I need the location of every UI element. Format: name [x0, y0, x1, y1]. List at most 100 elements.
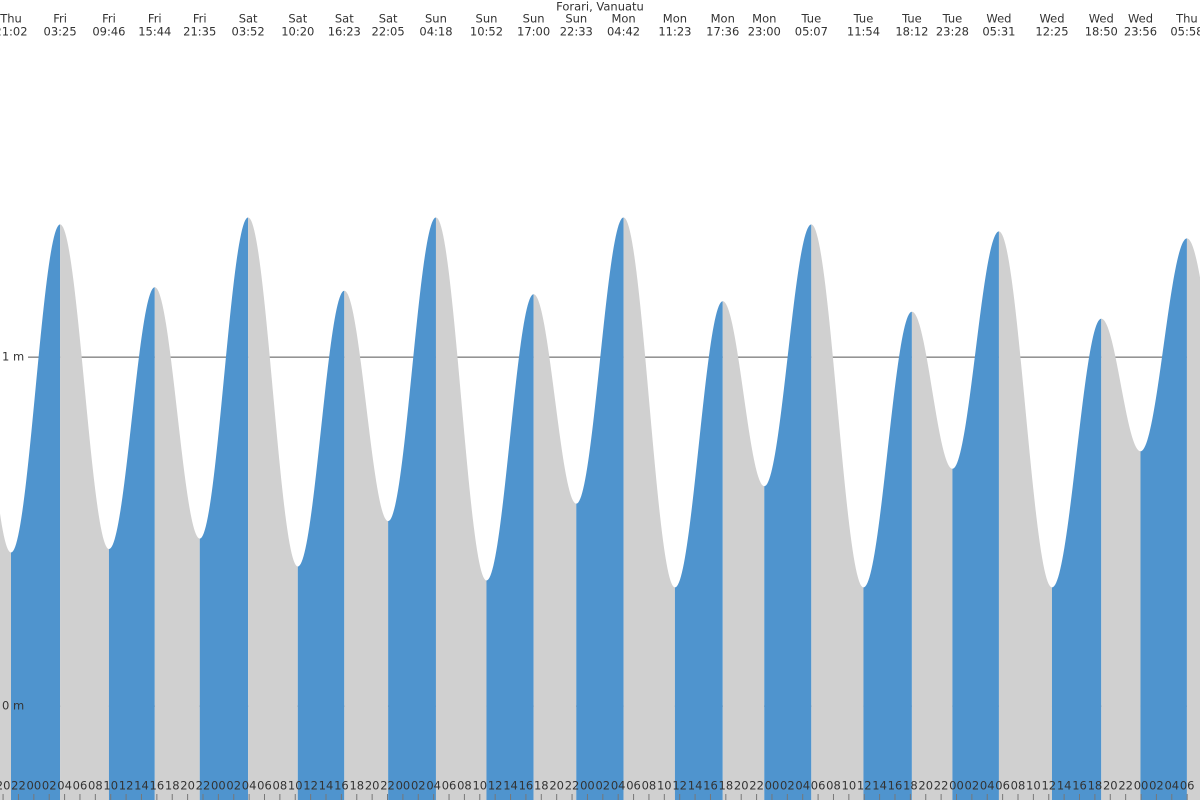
x-tick-label: 08 [826, 779, 841, 793]
extreme-time-label: 10:20 [281, 25, 314, 39]
extreme-day-label: Tue [901, 12, 922, 26]
extreme-time-label: 22:05 [372, 25, 405, 39]
falling-tide-area [0, 513, 11, 800]
falling-tide-area [248, 217, 298, 800]
x-tick-label: 12 [672, 779, 687, 793]
x-tick-label: 12 [1041, 779, 1056, 793]
extreme-time-label: 21:35 [183, 25, 216, 39]
x-tick-label: 18 [534, 779, 549, 793]
extreme-day-label: Sun [476, 12, 498, 26]
extreme-time-label: 11:54 [847, 25, 880, 39]
x-tick-label: 20 [0, 779, 10, 793]
extreme-day-label: Wed [1128, 12, 1153, 26]
extreme-day-label: Mon [663, 12, 687, 26]
x-tick-label: 08 [1011, 779, 1026, 793]
extreme-day-label: Thu [1175, 12, 1198, 26]
x-tick-label: 00 [27, 779, 42, 793]
extreme-day-label: Sat [335, 12, 354, 26]
x-tick-label: 06 [995, 779, 1010, 793]
extreme-day-label: Sat [288, 12, 307, 26]
x-tick-label: 20 [734, 779, 749, 793]
x-tick-label: 04 [242, 779, 257, 793]
falling-tide-area [60, 224, 109, 800]
x-tick-label: 10 [288, 779, 303, 793]
x-tick-label: 20 [549, 779, 564, 793]
x-tick-label: 14 [1057, 779, 1072, 793]
x-tick-label: 22 [565, 779, 580, 793]
x-tick-label: 06 [811, 779, 826, 793]
x-tick-label: 20 [918, 779, 933, 793]
extreme-time-label: 18:50 [1085, 25, 1118, 39]
x-tick-label: 04 [426, 779, 441, 793]
x-tick-label: 18 [1088, 779, 1103, 793]
x-tick-label: 00 [949, 779, 964, 793]
x-tick-label: 16 [150, 779, 165, 793]
rising-tide-area [674, 301, 723, 800]
x-tick-label: 14 [503, 779, 518, 793]
extreme-time-label: 23:28 [936, 25, 969, 39]
x-tick-label: 12 [488, 779, 503, 793]
rising-tide-area [952, 231, 999, 800]
y-tick-label: 0 m [2, 699, 24, 713]
x-tick-label: 14 [872, 779, 887, 793]
rising-tide-area [108, 287, 155, 800]
extreme-day-label: Fri [193, 12, 207, 26]
x-tick-label: 04 [795, 779, 810, 793]
x-tick-label: 14 [688, 779, 703, 793]
extreme-day-label: Mon [752, 12, 776, 26]
x-tick-label: 20 [365, 779, 380, 793]
extreme-time-label: 09:46 [92, 25, 125, 39]
extreme-time-label: 05:31 [982, 25, 1015, 39]
x-tick-label: 00 [765, 779, 780, 793]
rising-tide-area [297, 290, 345, 800]
x-tick-label: 12 [857, 779, 872, 793]
x-tick-label: 02 [965, 779, 980, 793]
falling-tide-area [435, 217, 487, 800]
extreme-day-label: Sun [425, 12, 447, 26]
x-tick-label: 20 [1103, 779, 1118, 793]
extreme-day-label: Fri [53, 12, 67, 26]
x-tick-label: 06 [442, 779, 457, 793]
x-tick-label: 02 [595, 779, 610, 793]
x-tick-label: 08 [457, 779, 472, 793]
falling-tide-area [998, 231, 1052, 800]
falling-tide-area [811, 224, 864, 800]
x-tick-label: 02 [1149, 779, 1164, 793]
x-tick-label: 10 [1026, 779, 1041, 793]
rising-tide-area [199, 217, 249, 800]
x-tick-label: 14 [319, 779, 334, 793]
extreme-time-label: 05:07 [795, 25, 828, 39]
x-tick-label: 16 [334, 779, 349, 793]
extreme-time-label: 04:18 [419, 25, 452, 39]
x-tick-label: 18 [349, 779, 364, 793]
extreme-day-label: Wed [1089, 12, 1114, 26]
x-tick-label: 22 [934, 779, 949, 793]
extreme-time-label: 11:23 [658, 25, 691, 39]
extreme-day-label: Tue [942, 12, 963, 26]
extreme-time-label: 21:02 [0, 25, 28, 39]
extreme-time-label: 23:56 [1124, 25, 1157, 39]
falling-tide-area [722, 301, 765, 800]
extreme-time-label: 03:52 [232, 25, 265, 39]
extreme-day-label: Wed [986, 12, 1011, 26]
x-tick-label: 04 [611, 779, 626, 793]
rising-tide-area [1140, 238, 1187, 800]
x-tick-label: 04 [980, 779, 995, 793]
extreme-time-label: 03:25 [44, 25, 77, 39]
x-tick-label: 22 [11, 779, 26, 793]
x-tick-label: 00 [211, 779, 226, 793]
x-tick-label: 10 [472, 779, 487, 793]
x-tick-label: 06 [257, 779, 272, 793]
falling-tide-area [1101, 318, 1141, 800]
x-tick-label: 06 [626, 779, 641, 793]
x-tick-label: 22 [749, 779, 764, 793]
x-tick-label: 12 [303, 779, 318, 793]
x-tick-label: 10 [842, 779, 857, 793]
extreme-day-label: Mon [711, 12, 735, 26]
y-tick-label: 1 m [2, 350, 24, 364]
falling-tide-area [911, 311, 953, 800]
x-tick-label: 10 [103, 779, 118, 793]
x-tick-label: 22 [1118, 779, 1133, 793]
rising-tide-area [1051, 318, 1102, 800]
falling-tide-area [623, 217, 675, 800]
